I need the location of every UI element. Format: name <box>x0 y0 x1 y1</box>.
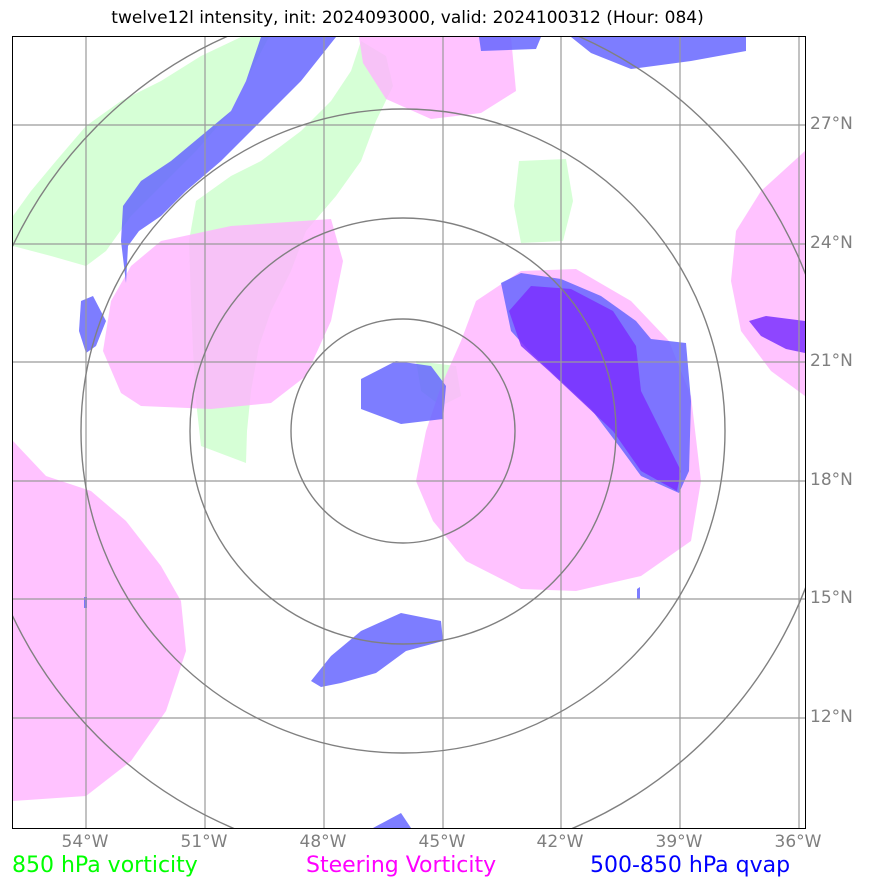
legend-qvap: 500-850 hPa qvap <box>590 853 791 878</box>
lon-label: 42°W <box>536 832 584 852</box>
blue-patch-far-east <box>749 316 805 353</box>
lat-label: 18°N <box>810 470 853 490</box>
blue-patch-center <box>361 361 446 424</box>
lon-label: 54°W <box>61 832 109 852</box>
pink-region-north <box>359 37 516 119</box>
blue-patch-north-1 <box>479 37 541 51</box>
range-ring-inner <box>290 318 516 544</box>
green-region-north-small <box>514 159 573 243</box>
qvap-layer <box>79 37 805 828</box>
map-title: twelve12l intensity, init: 2024093000, v… <box>111 8 704 28</box>
blue-band-east-core <box>509 286 681 491</box>
map-canvas <box>13 37 805 828</box>
blue-patch-north-2 <box>571 37 746 69</box>
map-plot-area <box>12 36 806 829</box>
legend-steering-vorticity: Steering Vorticity <box>306 853 497 878</box>
lat-label: 27°N <box>810 114 853 134</box>
range-ring-3 <box>80 108 726 754</box>
blue-patch-south <box>311 613 443 687</box>
lat-label: 21°N <box>810 351 853 371</box>
lon-label: 39°W <box>655 832 703 852</box>
blue-patch-southeast-tiny <box>637 587 640 599</box>
blue-band-northwest <box>121 37 336 283</box>
range-rings <box>13 37 805 828</box>
lon-label: 45°W <box>418 832 466 852</box>
graticule <box>13 37 805 828</box>
range-ring-2 <box>189 217 617 645</box>
pink-region-far-east <box>731 151 805 396</box>
lon-label: 48°W <box>299 832 347 852</box>
lat-label: 15°N <box>810 588 853 608</box>
lon-label: 51°W <box>180 832 228 852</box>
legend-850-vorticity: 850 hPa vorticity <box>12 853 198 878</box>
pink-region-southwest <box>13 441 186 801</box>
lat-label: 12°N <box>810 707 853 727</box>
lon-label: 36°W <box>774 832 822 852</box>
blue-patch-bottom <box>373 813 411 828</box>
lat-label: 24°N <box>810 233 853 253</box>
